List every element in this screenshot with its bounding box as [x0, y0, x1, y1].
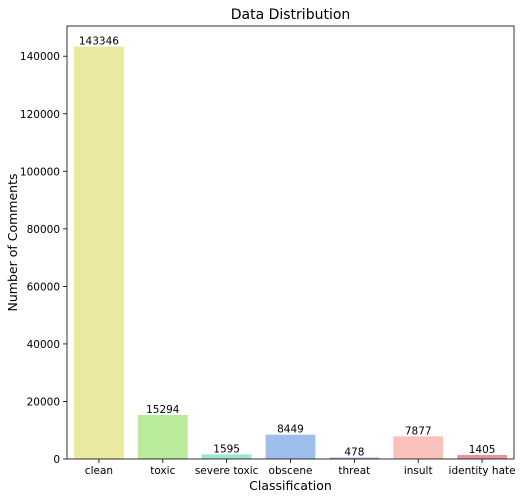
bar-toxic — [137, 414, 188, 459]
data-label: 7877 — [405, 425, 432, 437]
data-label: 8449 — [277, 424, 304, 436]
y-tick-label: 140000 — [20, 51, 60, 63]
data-labels-group: 143346 15294 1595 8449 478 7877 1405 — [79, 36, 496, 459]
y-tick-label: 40000 — [27, 339, 60, 351]
data-label: 15294 — [146, 404, 180, 416]
y-axis-ticks: 0 20000 40000 60000 80000 100000 120000 140000 — [20, 51, 67, 466]
y-axis-label: Number of Comments — [5, 174, 20, 312]
data-label: 1405 — [469, 444, 496, 456]
y-tick-label: 80000 — [27, 224, 60, 236]
chart-title: Data Distribution — [231, 7, 351, 23]
x-tick-label: threat — [338, 465, 370, 477]
x-tick-label: obscene — [269, 465, 313, 477]
y-tick-label: 60000 — [27, 281, 60, 293]
x-tick-label: identity hate — [449, 465, 516, 477]
plot-frame — [66, 25, 515, 460]
data-label: 1595 — [213, 443, 240, 455]
data-label: 143346 — [79, 36, 119, 48]
bar-clean — [74, 46, 124, 459]
bar-severe-toxic — [201, 454, 252, 459]
x-tick-label: insult — [404, 465, 433, 477]
x-tick-label: toxic — [150, 465, 175, 477]
x-axis-label: Classification — [249, 478, 332, 493]
x-axis-ticks: clean toxic severe toxic obscene threat insul… — [85, 459, 516, 477]
y-tick-label: 120000 — [20, 109, 60, 121]
bar-obscene — [265, 434, 316, 459]
bar-threat — [329, 457, 380, 459]
y-tick-label: 100000 — [20, 166, 60, 178]
x-tick-label: severe toxic — [195, 465, 259, 477]
y-tick-label: 20000 — [27, 396, 60, 408]
bar-insult — [393, 436, 444, 459]
bar-identity-hate — [457, 454, 507, 459]
x-tick-label: clean — [85, 465, 113, 477]
data-label: 478 — [344, 447, 364, 459]
bars-group — [74, 46, 507, 459]
y-tick-label: 0 — [53, 454, 60, 466]
